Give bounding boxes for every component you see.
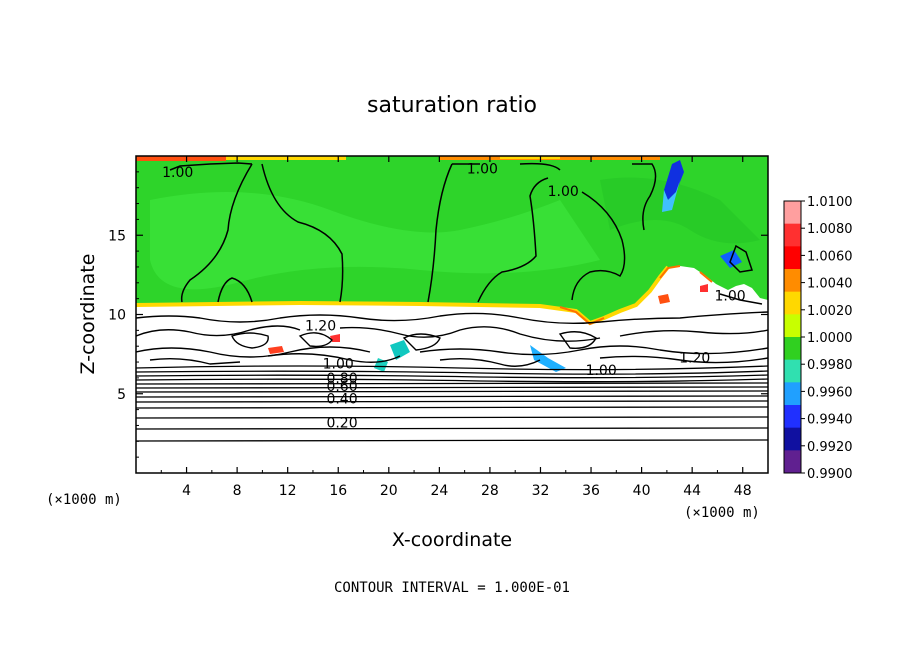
supersat-spot: [268, 346, 284, 354]
contour-label: 1.00: [548, 184, 579, 200]
subsaturated-patch-2: [530, 345, 566, 372]
colorbar-swatch: [784, 201, 801, 225]
supersat-spot-4: [700, 284, 708, 292]
colorbar-swatch: [784, 405, 801, 429]
subsaturated-streak: [664, 160, 684, 200]
colorbar-label: 0.9900: [807, 467, 853, 482]
x-tick-label: 12: [279, 483, 297, 499]
colorbar-swatch: [784, 427, 801, 451]
y-tick-label: 5: [117, 387, 126, 403]
y-tick-label: 10: [108, 308, 126, 324]
y-axis-title: Z-coordinate: [77, 254, 99, 375]
colorbar-label: 1.0100: [807, 195, 853, 210]
colorbar-swatch: [784, 359, 801, 383]
contour-label: 1.00: [323, 357, 354, 373]
colorbar-swatch: [784, 269, 801, 293]
subsaturated-streak-edge: [662, 180, 680, 212]
contour-interval-note: CONTOUR INTERVAL = 1.000E-01: [334, 580, 570, 596]
lower-contours: [136, 365, 768, 442]
y-tick-label: 15: [108, 228, 126, 244]
x-tick-label: 28: [481, 483, 499, 499]
top-edge-band-yellow: [226, 156, 346, 160]
colorbar-swatch: [784, 223, 801, 247]
colorbar-swatch: [784, 314, 801, 338]
x-tick-label: 24: [430, 483, 448, 499]
chart-title: saturation ratio: [367, 93, 537, 118]
colorbar-label: 1.0080: [807, 222, 853, 237]
x-tick-label: 48: [734, 483, 752, 499]
x-tick-label: 4: [182, 483, 191, 499]
contour-label: 1.00: [586, 363, 617, 379]
contour-lines: [169, 162, 763, 305]
colorbar-swatch: [784, 337, 801, 361]
colorbar-label: 1.0060: [807, 249, 853, 264]
contour-label: 0.20: [326, 415, 357, 431]
colorbar-swatch: [784, 246, 801, 270]
supersat-spot-3: [658, 294, 670, 304]
x-tick-label: 16: [329, 483, 347, 499]
colorbar-label: 1.0040: [807, 277, 853, 292]
colorbar-swatch: [784, 450, 801, 474]
saturated-texture-2: [600, 177, 760, 244]
colorbar-label: 1.0000: [807, 331, 853, 346]
x-unit-label: (×1000 m): [684, 505, 760, 521]
x-tick-label: 20: [380, 483, 398, 499]
colorbar-label: 0.9940: [807, 413, 853, 428]
y-axis: 5 10 15: [108, 171, 768, 458]
x-axis: 4 8 12 16 20 24 28 32 36 40 44 48: [160, 156, 752, 499]
subsaturated-patch: [390, 340, 410, 360]
contour-label: 0.80: [326, 371, 357, 387]
contour-label-group: 1.001.001.001.001.201.201.001.000.800.60…: [162, 162, 746, 432]
cloud-contours: [136, 311, 768, 367]
x-tick-label: 36: [582, 483, 600, 499]
colorbar: 1.0100 1.0080 1.0060 1.0040 1.0020 1.0000 0.99…: [783, 195, 853, 482]
contour-label: 0.60: [326, 379, 357, 395]
contour-label: 0.40: [326, 392, 357, 408]
top-edge-band: [136, 156, 226, 161]
x-tick-label: 8: [233, 483, 242, 499]
colorbar-label: 0.9920: [807, 440, 853, 455]
colorbar-label: 0.9960: [807, 385, 853, 400]
contour-label: 1.00: [714, 288, 745, 304]
colorbar-swatch: [784, 291, 801, 315]
contour-label: 1.20: [679, 350, 710, 366]
cloud-top-rim-orange: [559, 265, 713, 326]
colorbar-label: 1.0020: [807, 304, 853, 319]
x-tick-label: 40: [633, 483, 651, 499]
plot-area: [136, 156, 768, 473]
colorbar-label: 0.9980: [807, 358, 853, 373]
contour-label: 1.00: [162, 165, 193, 181]
contour-label: 1.20: [305, 319, 336, 335]
colorbar-swatch: [784, 382, 801, 406]
saturated-texture: [150, 192, 600, 290]
z-unit-label: (×1000 m): [46, 492, 122, 508]
x-tick-label: 32: [532, 483, 550, 499]
top-edge-band-3: [500, 156, 560, 159]
contour-label: 1.00: [467, 162, 498, 178]
x-tick-label: 44: [683, 483, 701, 499]
x-axis-title: X-coordinate: [392, 529, 512, 551]
